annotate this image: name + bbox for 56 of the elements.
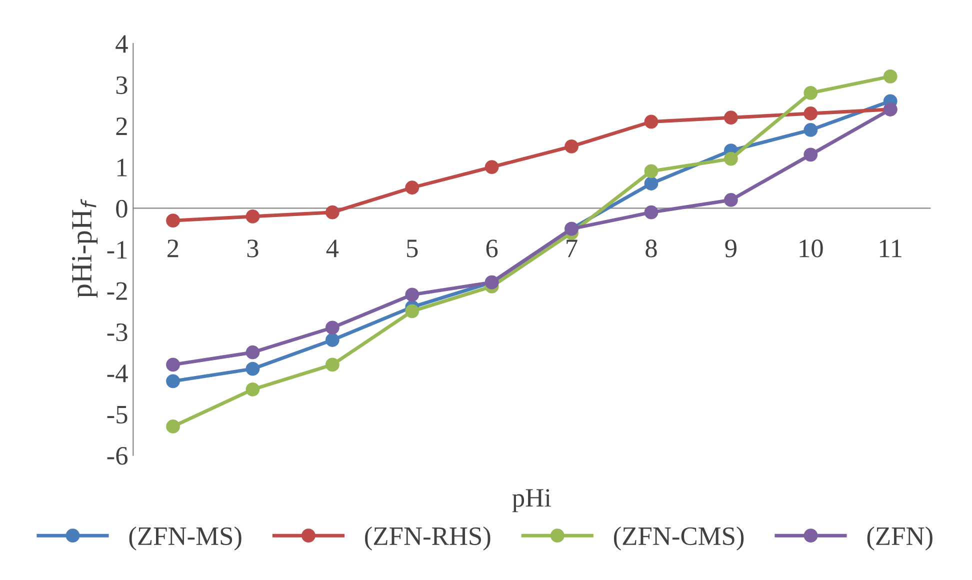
y-tick-label: 1 (117, 158, 127, 176)
point (724, 152, 738, 166)
point (724, 193, 738, 207)
x-tick-label: 11 (880, 240, 902, 258)
y-tick-label: 0 (116, 200, 128, 218)
point (804, 148, 818, 162)
legend-label: (ZFN) (867, 526, 932, 550)
y-tick-label: 2 (116, 118, 127, 136)
point (166, 358, 180, 372)
point (484, 160, 499, 174)
legend-label: (ZFN-RHS) (365, 526, 490, 550)
x-tick-label: 7 (566, 240, 578, 258)
x-tick-label: 4 (326, 240, 339, 258)
point (246, 362, 260, 376)
x-axis-title: pHi (512, 489, 551, 512)
point (644, 164, 658, 178)
point (325, 358, 340, 372)
point (166, 374, 180, 388)
legend-label: (ZFN-CMS) (614, 526, 744, 550)
point (246, 345, 260, 360)
point (883, 70, 898, 84)
point (325, 333, 340, 347)
y-tick-label: 3 (116, 76, 128, 94)
point (405, 304, 420, 318)
point (644, 176, 658, 190)
y-tick-label: -4 (107, 364, 128, 382)
y-axis-title: pHi-pH$_{f}$ (72, 198, 98, 298)
point (804, 86, 818, 100)
x-tick-label: 9 (725, 240, 736, 258)
y-tick-label: -6 (107, 446, 128, 465)
point (246, 210, 260, 224)
point (804, 123, 818, 137)
x-tick-label: 5 (407, 240, 418, 258)
point (644, 205, 658, 220)
y-tick-label: -5 (107, 406, 128, 424)
y-tick-label: -3 (107, 323, 128, 342)
point (804, 106, 818, 120)
y-tick-label: -2 (107, 282, 127, 300)
x-tick-label: 2 (168, 240, 178, 258)
point (724, 110, 738, 125)
y-tick-label: 4 (116, 35, 128, 53)
point (325, 205, 340, 220)
y-tick-label: -1 (107, 241, 127, 259)
x-tick-label: 8 (646, 240, 657, 258)
point (166, 420, 180, 434)
legend-label: (ZFN-MS) (129, 526, 242, 550)
point (325, 320, 340, 335)
point (644, 114, 658, 129)
point (166, 214, 180, 228)
point (405, 180, 420, 195)
x-tick-label: 6 (486, 240, 498, 258)
point (564, 140, 578, 154)
x-tick-label: 3 (247, 240, 258, 258)
point (246, 382, 260, 396)
point (405, 288, 420, 302)
x-tick-label: 10 (800, 240, 823, 258)
